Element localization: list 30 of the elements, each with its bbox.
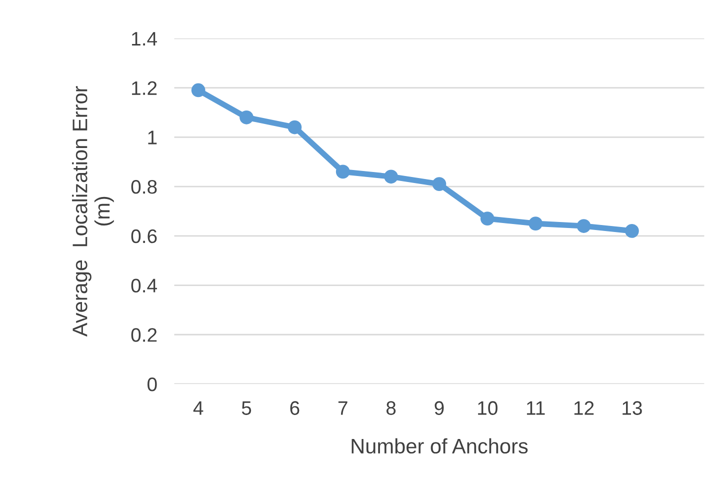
x-tick-label: 9 xyxy=(434,401,444,415)
y-tick-label: 0 xyxy=(148,377,157,392)
y-tick-label: 1.4 xyxy=(132,32,158,46)
y-tick-label: 0.4 xyxy=(131,278,158,292)
x-tick-label: 4 xyxy=(193,401,204,415)
x-tick-label: 6 xyxy=(290,401,300,415)
y-tick-label: 0.6 xyxy=(131,229,157,244)
point xyxy=(576,219,591,233)
x-tick-label: 7 xyxy=(338,401,348,415)
x-tick-label: 12 xyxy=(574,401,594,415)
y-tick-label: 0.2 xyxy=(131,328,157,342)
y-axis-title: Average Localization Error (m) xyxy=(72,86,114,337)
x-axis-title: Number of Anchors xyxy=(352,438,528,454)
x-tick-label: 13 xyxy=(622,401,642,415)
x-tick-label: 5 xyxy=(242,401,252,415)
y-tick-label: 1.2 xyxy=(132,81,157,95)
y-tick-label: 0.8 xyxy=(131,180,157,194)
point xyxy=(191,83,206,98)
y-tick-label: 1 xyxy=(148,130,157,144)
point xyxy=(625,224,639,238)
point xyxy=(384,170,398,184)
point xyxy=(240,110,254,124)
point xyxy=(480,212,494,226)
point xyxy=(432,177,446,191)
x-tick-label: 11 xyxy=(526,401,545,415)
x-tick-label: 10 xyxy=(478,401,498,415)
point xyxy=(288,120,302,134)
point xyxy=(336,164,350,179)
point xyxy=(528,216,543,230)
x-tick-label: 8 xyxy=(386,401,396,415)
